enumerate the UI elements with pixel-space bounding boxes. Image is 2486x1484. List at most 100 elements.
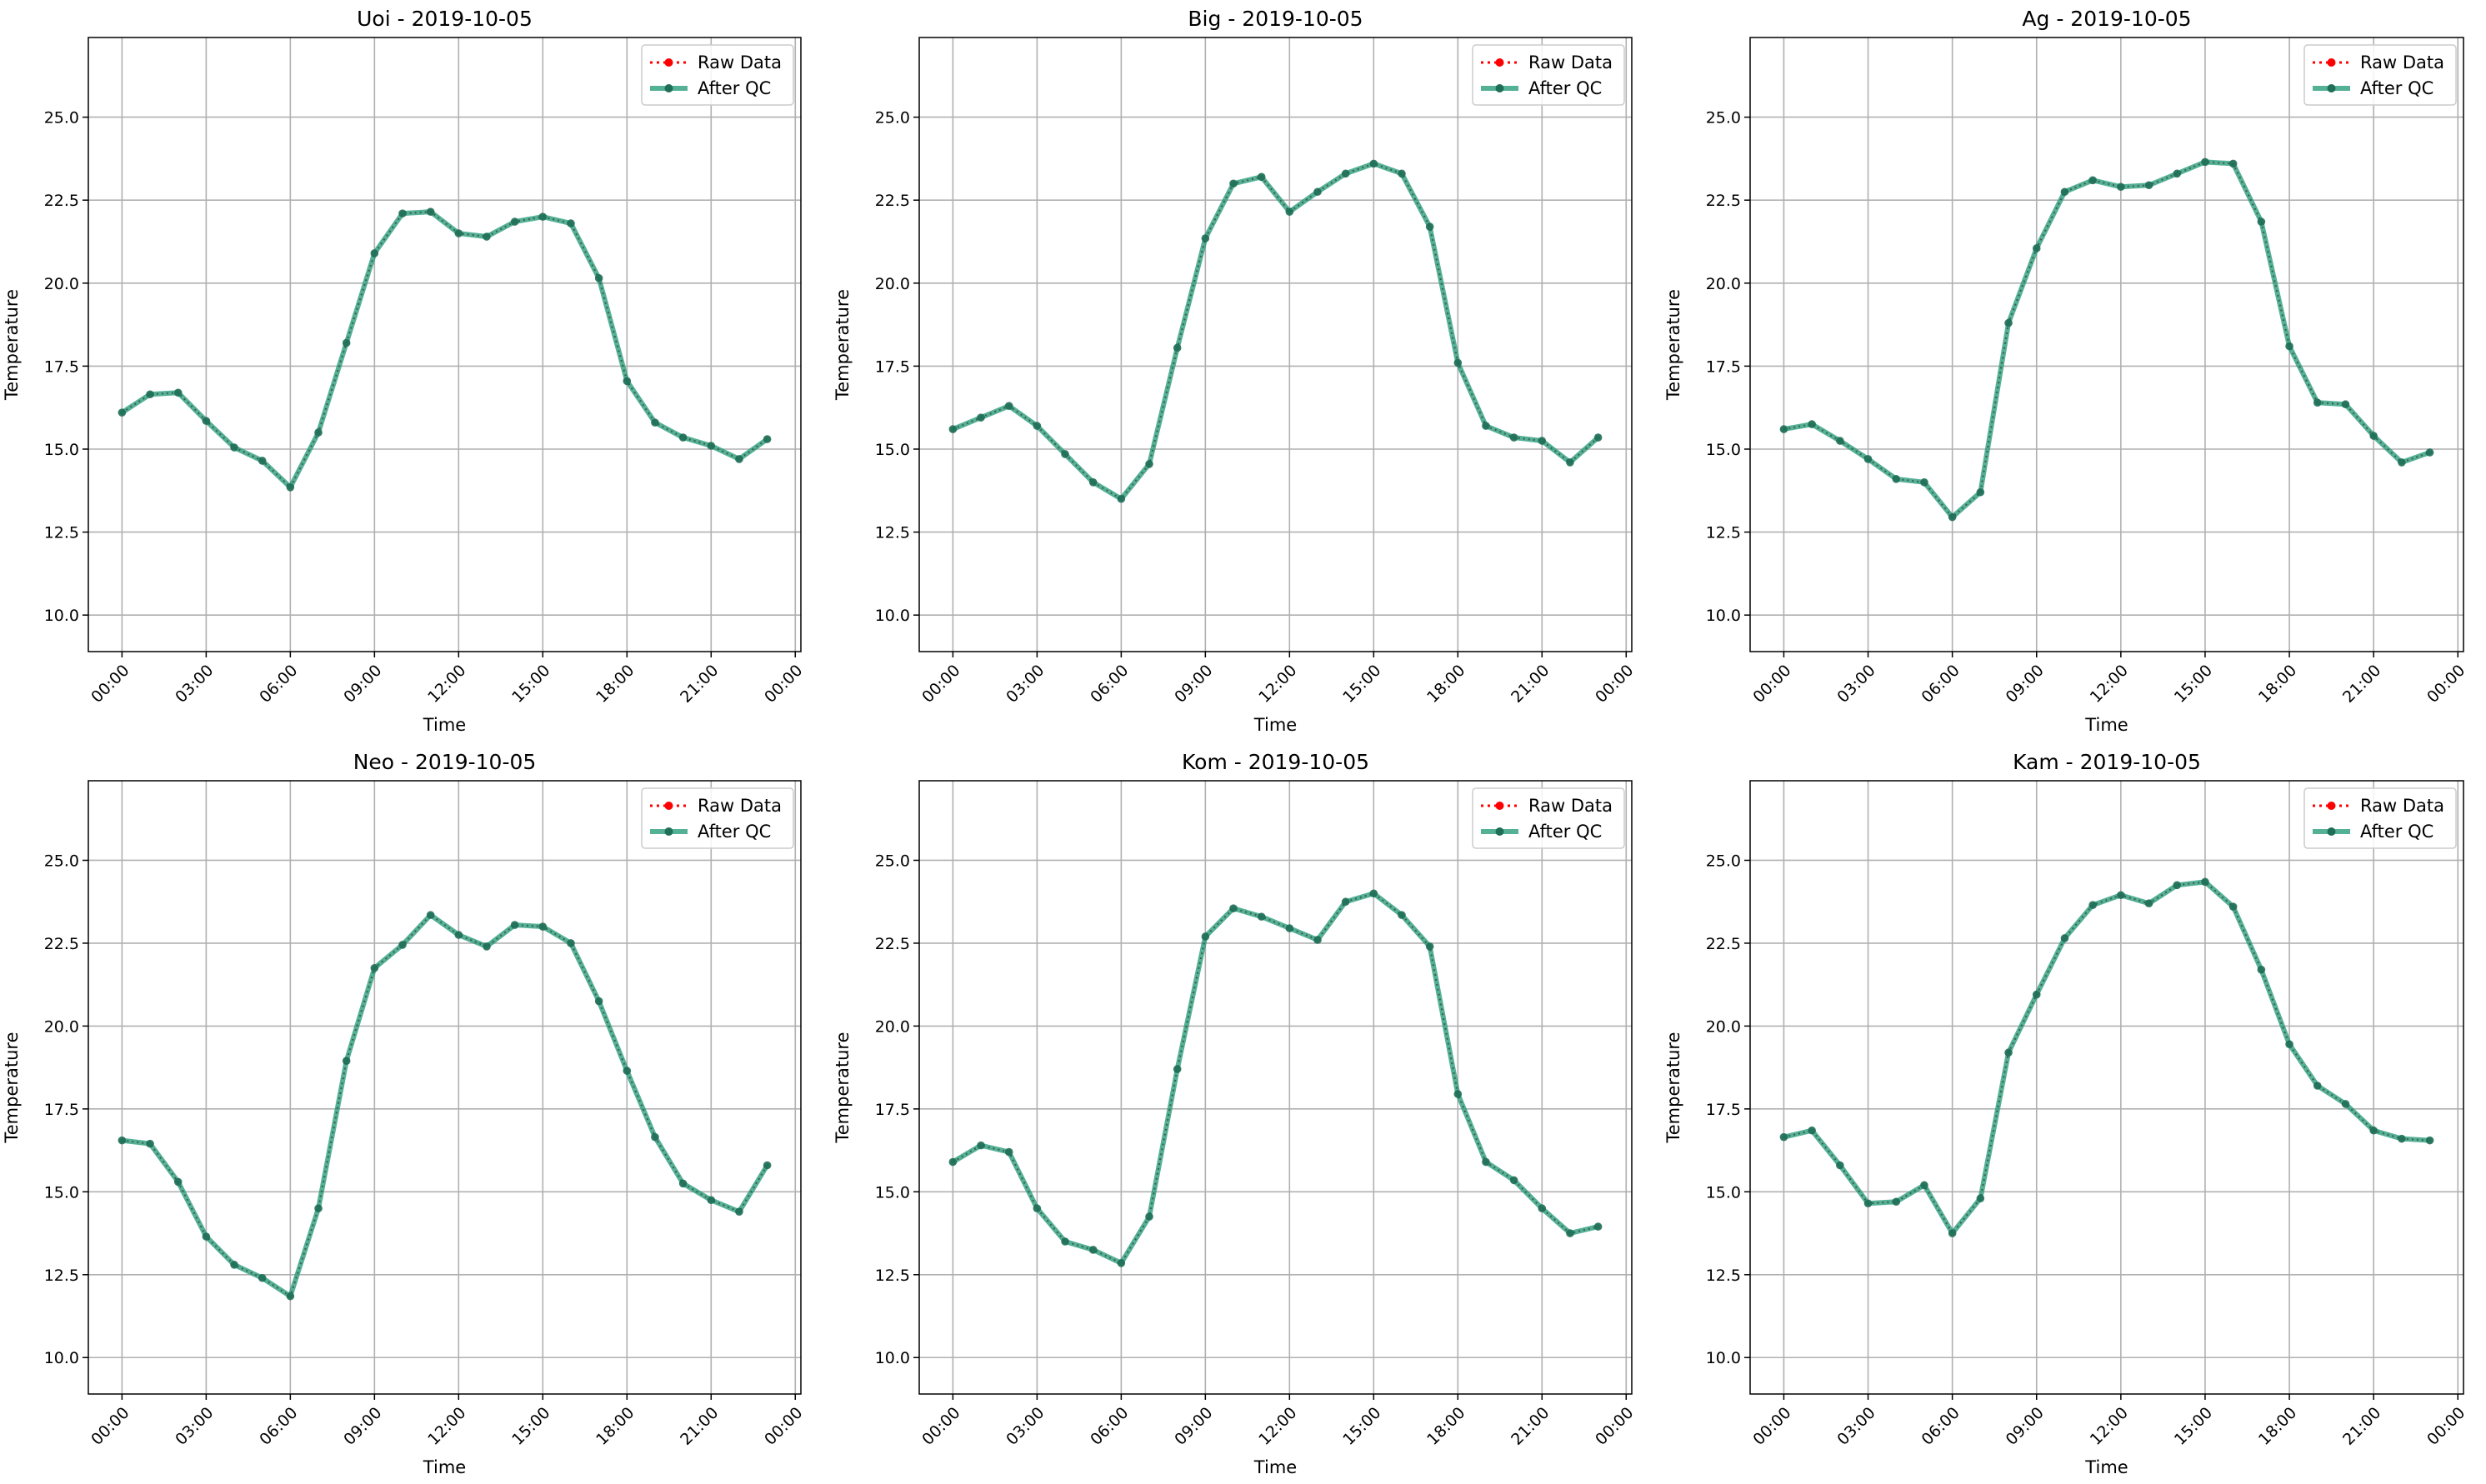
data-point-after-qc [2088,176,2097,185]
x-tick-label: 18:00 [1423,1404,1468,1449]
y-tick-label: 10.0 [44,1349,79,1367]
data-point-after-qc [2201,157,2209,167]
data-point-after-qc [1004,402,1013,411]
y-tick-label: 10.0 [44,607,79,625]
data-point-after-qc [1920,1181,1928,1190]
y-tick-label: 17.5 [1706,357,1741,376]
data-point-after-qc [948,1157,958,1167]
x-tick-label: 00:00 [918,1404,963,1449]
y-axis-label: Temperature [833,289,853,401]
x-tick-label: 00:00 [1592,662,1637,707]
data-point-after-qc [1173,343,1182,352]
x-tick-label: 00:00 [761,662,806,707]
legend-marker-raw-data [1495,58,1504,67]
data-point-after-qc [2313,1082,2322,1090]
y-axis-label: Temperature [833,1032,853,1143]
plot-frame [918,780,1633,1395]
y-tick-label: 15.0 [44,1183,79,1202]
x-tick-label: 06:00 [1087,1404,1132,1449]
data-point-after-qc [1033,1204,1042,1213]
y-tick-label: 22.5 [1706,935,1741,953]
y-tick-label: 12.5 [875,524,910,542]
data-point-after-qc [1398,169,1406,178]
data-point-after-qc [538,212,548,221]
data-point-after-qc [230,1261,238,1269]
data-point-after-qc [678,433,688,442]
data-point-after-qc [1566,1229,1574,1237]
data-point-after-qc [1779,1132,1788,1142]
data-point-after-qc [2088,901,2097,909]
x-tick-label: 03:00 [172,1404,217,1449]
data-point-after-qc [1836,1161,1844,1170]
legend-label-raw-data: Raw Data [1528,796,1613,816]
data-point-after-qc [370,963,379,972]
y-axis-label: Temperature [2,289,22,401]
data-point-after-qc [1836,437,1844,445]
data-point-after-qc [1892,475,1901,483]
x-tick-label: 12:00 [1255,662,1300,707]
x-tick-label: 21:00 [2339,662,2384,707]
series-line-raw-data [121,211,768,489]
data-point-after-qc [1341,897,1350,907]
data-point-after-qc [2173,881,2182,890]
legend-marker-raw-data [2327,802,2336,810]
legend-label-after-qc: After QC [2360,78,2433,98]
plot-frame [1749,37,2464,652]
x-tick-label: 12:00 [2087,1404,2132,1449]
data-point-after-qc [1482,1157,1490,1167]
data-point-after-qc [1398,911,1406,919]
x-tick-label: 09:00 [1171,662,1216,707]
y-axis-label: Temperature [2,1032,22,1143]
y-tick-label: 10.0 [1706,607,1741,625]
data-point-after-qc [370,249,379,257]
legend-marker-after-qc [2327,84,2336,92]
y-tick-label: 10.0 [1706,1349,1741,1367]
x-tick-label: 18:00 [593,1404,638,1449]
legend-label-after-qc: After QC [1528,78,1602,98]
x-tick-label: 00:00 [1592,1404,1637,1449]
x-tick-label: 15:00 [508,1404,553,1449]
x-tick-label: 09:00 [2003,1404,2048,1449]
series-line-after-qc [119,209,770,490]
data-point-after-qc [1369,889,1378,898]
data-point-after-qc [1425,222,1434,231]
data-point-after-qc [735,1207,743,1216]
data-point-after-qc [1920,478,1928,487]
x-tick-label: 15:00 [2171,1404,2216,1449]
legend-marker-after-qc [1495,84,1504,92]
x-tick-label: 15:00 [508,662,553,707]
data-point-after-qc [2313,398,2322,407]
plot-frame [88,780,802,1395]
data-point-after-qc [1117,494,1126,503]
series-line-after-qc [1781,159,2433,520]
y-tick-label: 22.5 [875,935,910,953]
x-tick-label: 03:00 [1003,662,1048,707]
legend: Raw Data After QC [1472,787,1625,849]
data-point-after-qc [2117,182,2125,192]
data-point-after-qc [1369,159,1378,168]
y-tick-label: 20.0 [1706,275,1741,293]
data-point-after-qc [1948,1229,1957,1237]
data-point-after-qc [1509,433,1518,442]
data-point-after-qc [1892,1197,1901,1207]
data-point-after-qc [2032,990,2041,999]
data-point-after-qc [1117,1259,1126,1267]
data-point-after-qc [2257,217,2266,226]
x-axis-label: Time [2084,715,2128,735]
chart-panel-6: 00:00 03:00 06:00 09:00 12:00 15:00 18:00 21:00… [1663,750,2468,1477]
data-point-after-qc [2369,432,2378,440]
data-point-after-qc [2144,181,2153,190]
x-tick-label: 15:00 [1339,1404,1384,1449]
data-point-after-qc [2398,1134,2406,1143]
data-point-after-qc [2285,342,2293,351]
data-point-after-qc [1482,422,1490,430]
x-tick-label: 00:00 [88,1404,133,1449]
data-point-after-qc [2060,934,2069,942]
x-tick-label: 06:00 [256,1404,301,1449]
chart-title: Kam - 2019-10-05 [2013,750,2201,774]
x-tick-label: 21:00 [1508,662,1553,707]
y-tick-label: 12.5 [875,1267,910,1285]
legend-label-raw-data: Raw Data [698,796,782,816]
x-tick-label: 09:00 [2003,662,2048,707]
x-tick-label: 18:00 [2255,662,2300,707]
